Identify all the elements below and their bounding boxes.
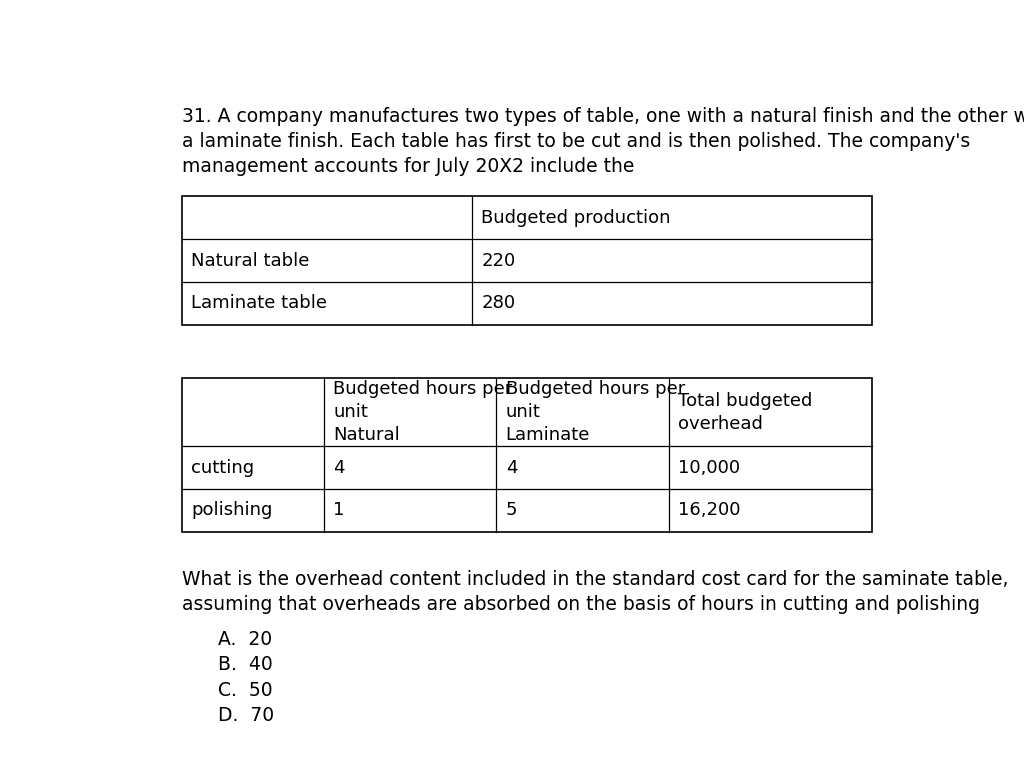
Text: 280: 280 <box>481 295 516 312</box>
Text: polishing: polishing <box>191 501 272 520</box>
Text: A.  20: A. 20 <box>218 630 271 648</box>
Text: 4: 4 <box>506 459 517 476</box>
Text: Budgeted hours per
unit
Laminate: Budgeted hours per unit Laminate <box>506 380 685 444</box>
Text: Budgeted hours per
unit
Natural: Budgeted hours per unit Natural <box>333 380 512 444</box>
Text: B.  40: B. 40 <box>218 655 272 675</box>
Text: D.  70: D. 70 <box>218 706 273 726</box>
Text: 4: 4 <box>333 459 344 476</box>
Text: Natural table: Natural table <box>191 251 310 270</box>
Text: 16,200: 16,200 <box>678 501 740 520</box>
Text: 220: 220 <box>481 251 516 270</box>
Text: C.  50: C. 50 <box>218 681 272 700</box>
Text: Budgeted production: Budgeted production <box>481 209 671 227</box>
Text: 10,000: 10,000 <box>678 459 740 476</box>
Text: 31. A company manufactures two types of table, one with a natural finish and the: 31. A company manufactures two types of … <box>182 107 1024 177</box>
Text: What is the overhead content included in the standard cost card for the saminate: What is the overhead content included in… <box>182 571 1009 614</box>
Text: Total budgeted
overhead: Total budgeted overhead <box>678 392 813 433</box>
Bar <box>182 378 872 532</box>
Text: 5: 5 <box>506 501 517 520</box>
Text: cutting: cutting <box>191 459 255 476</box>
Bar <box>182 197 872 325</box>
Text: Laminate table: Laminate table <box>191 295 328 312</box>
Text: 1: 1 <box>333 501 344 520</box>
